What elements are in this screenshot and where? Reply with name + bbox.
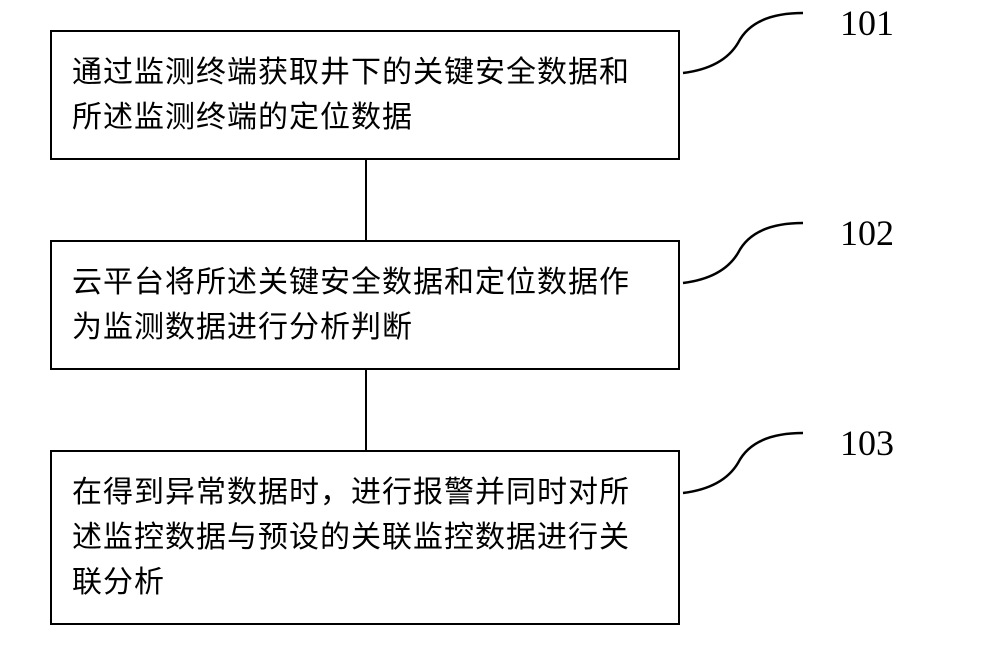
curve-path-2 — [683, 223, 803, 283]
label-curve-2 — [678, 218, 808, 293]
label-1: 101 — [840, 2, 894, 44]
curve-path-1 — [683, 13, 803, 73]
curve-icon — [678, 428, 808, 498]
step-2-text: 云平台将所述关键安全数据和定位数据作为监测数据进行分析判断 — [72, 266, 630, 344]
step-1-text: 通过监测终端获取井下的关键安全数据和所述监测终端的定位数据 — [72, 56, 630, 134]
connector-1-2 — [365, 160, 367, 240]
curve-icon — [678, 8, 808, 78]
connector-2-3 — [365, 370, 367, 450]
step-3-text: 在得到异常数据时，进行报警并同时对所述监控数据与预设的关联监控数据进行关联分析 — [72, 476, 630, 599]
curve-icon — [678, 218, 808, 288]
label-2: 102 — [840, 212, 894, 254]
label-3: 103 — [840, 422, 894, 464]
curve-path-3 — [683, 433, 803, 493]
flowchart-step-1: 通过监测终端获取井下的关键安全数据和所述监测终端的定位数据 — [50, 30, 680, 160]
flowchart-step-3: 在得到异常数据时，进行报警并同时对所述监控数据与预设的关联监控数据进行关联分析 — [50, 450, 680, 625]
label-curve-3 — [678, 428, 808, 503]
flowchart-step-2: 云平台将所述关键安全数据和定位数据作为监测数据进行分析判断 — [50, 240, 680, 370]
label-curve-1 — [678, 8, 808, 83]
